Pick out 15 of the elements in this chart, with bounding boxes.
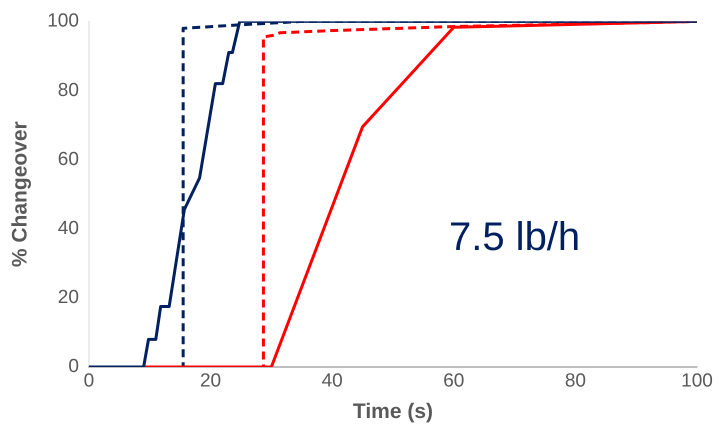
y-tick-label: 0 xyxy=(68,356,79,378)
x-tick-label: 60 xyxy=(443,370,464,392)
x-tick-label: 40 xyxy=(322,370,343,392)
y-tick-label: 100 xyxy=(47,10,79,32)
y-tick-label: 40 xyxy=(58,218,79,239)
y-tick-label: 80 xyxy=(58,80,79,101)
y-tick-label: 20 xyxy=(58,287,79,308)
x-axis-title: Time (s) xyxy=(352,400,434,424)
y-tick-label: 60 xyxy=(58,148,79,170)
x-tick-label: 100 xyxy=(681,370,713,392)
annotation: 7.5 lb/h xyxy=(448,215,580,260)
x-tick-label: 80 xyxy=(564,370,586,392)
x-tick-label: 20 xyxy=(200,370,222,392)
y-axis-title: % Changeover xyxy=(8,121,32,268)
x-tick-label: 0 xyxy=(84,370,94,392)
